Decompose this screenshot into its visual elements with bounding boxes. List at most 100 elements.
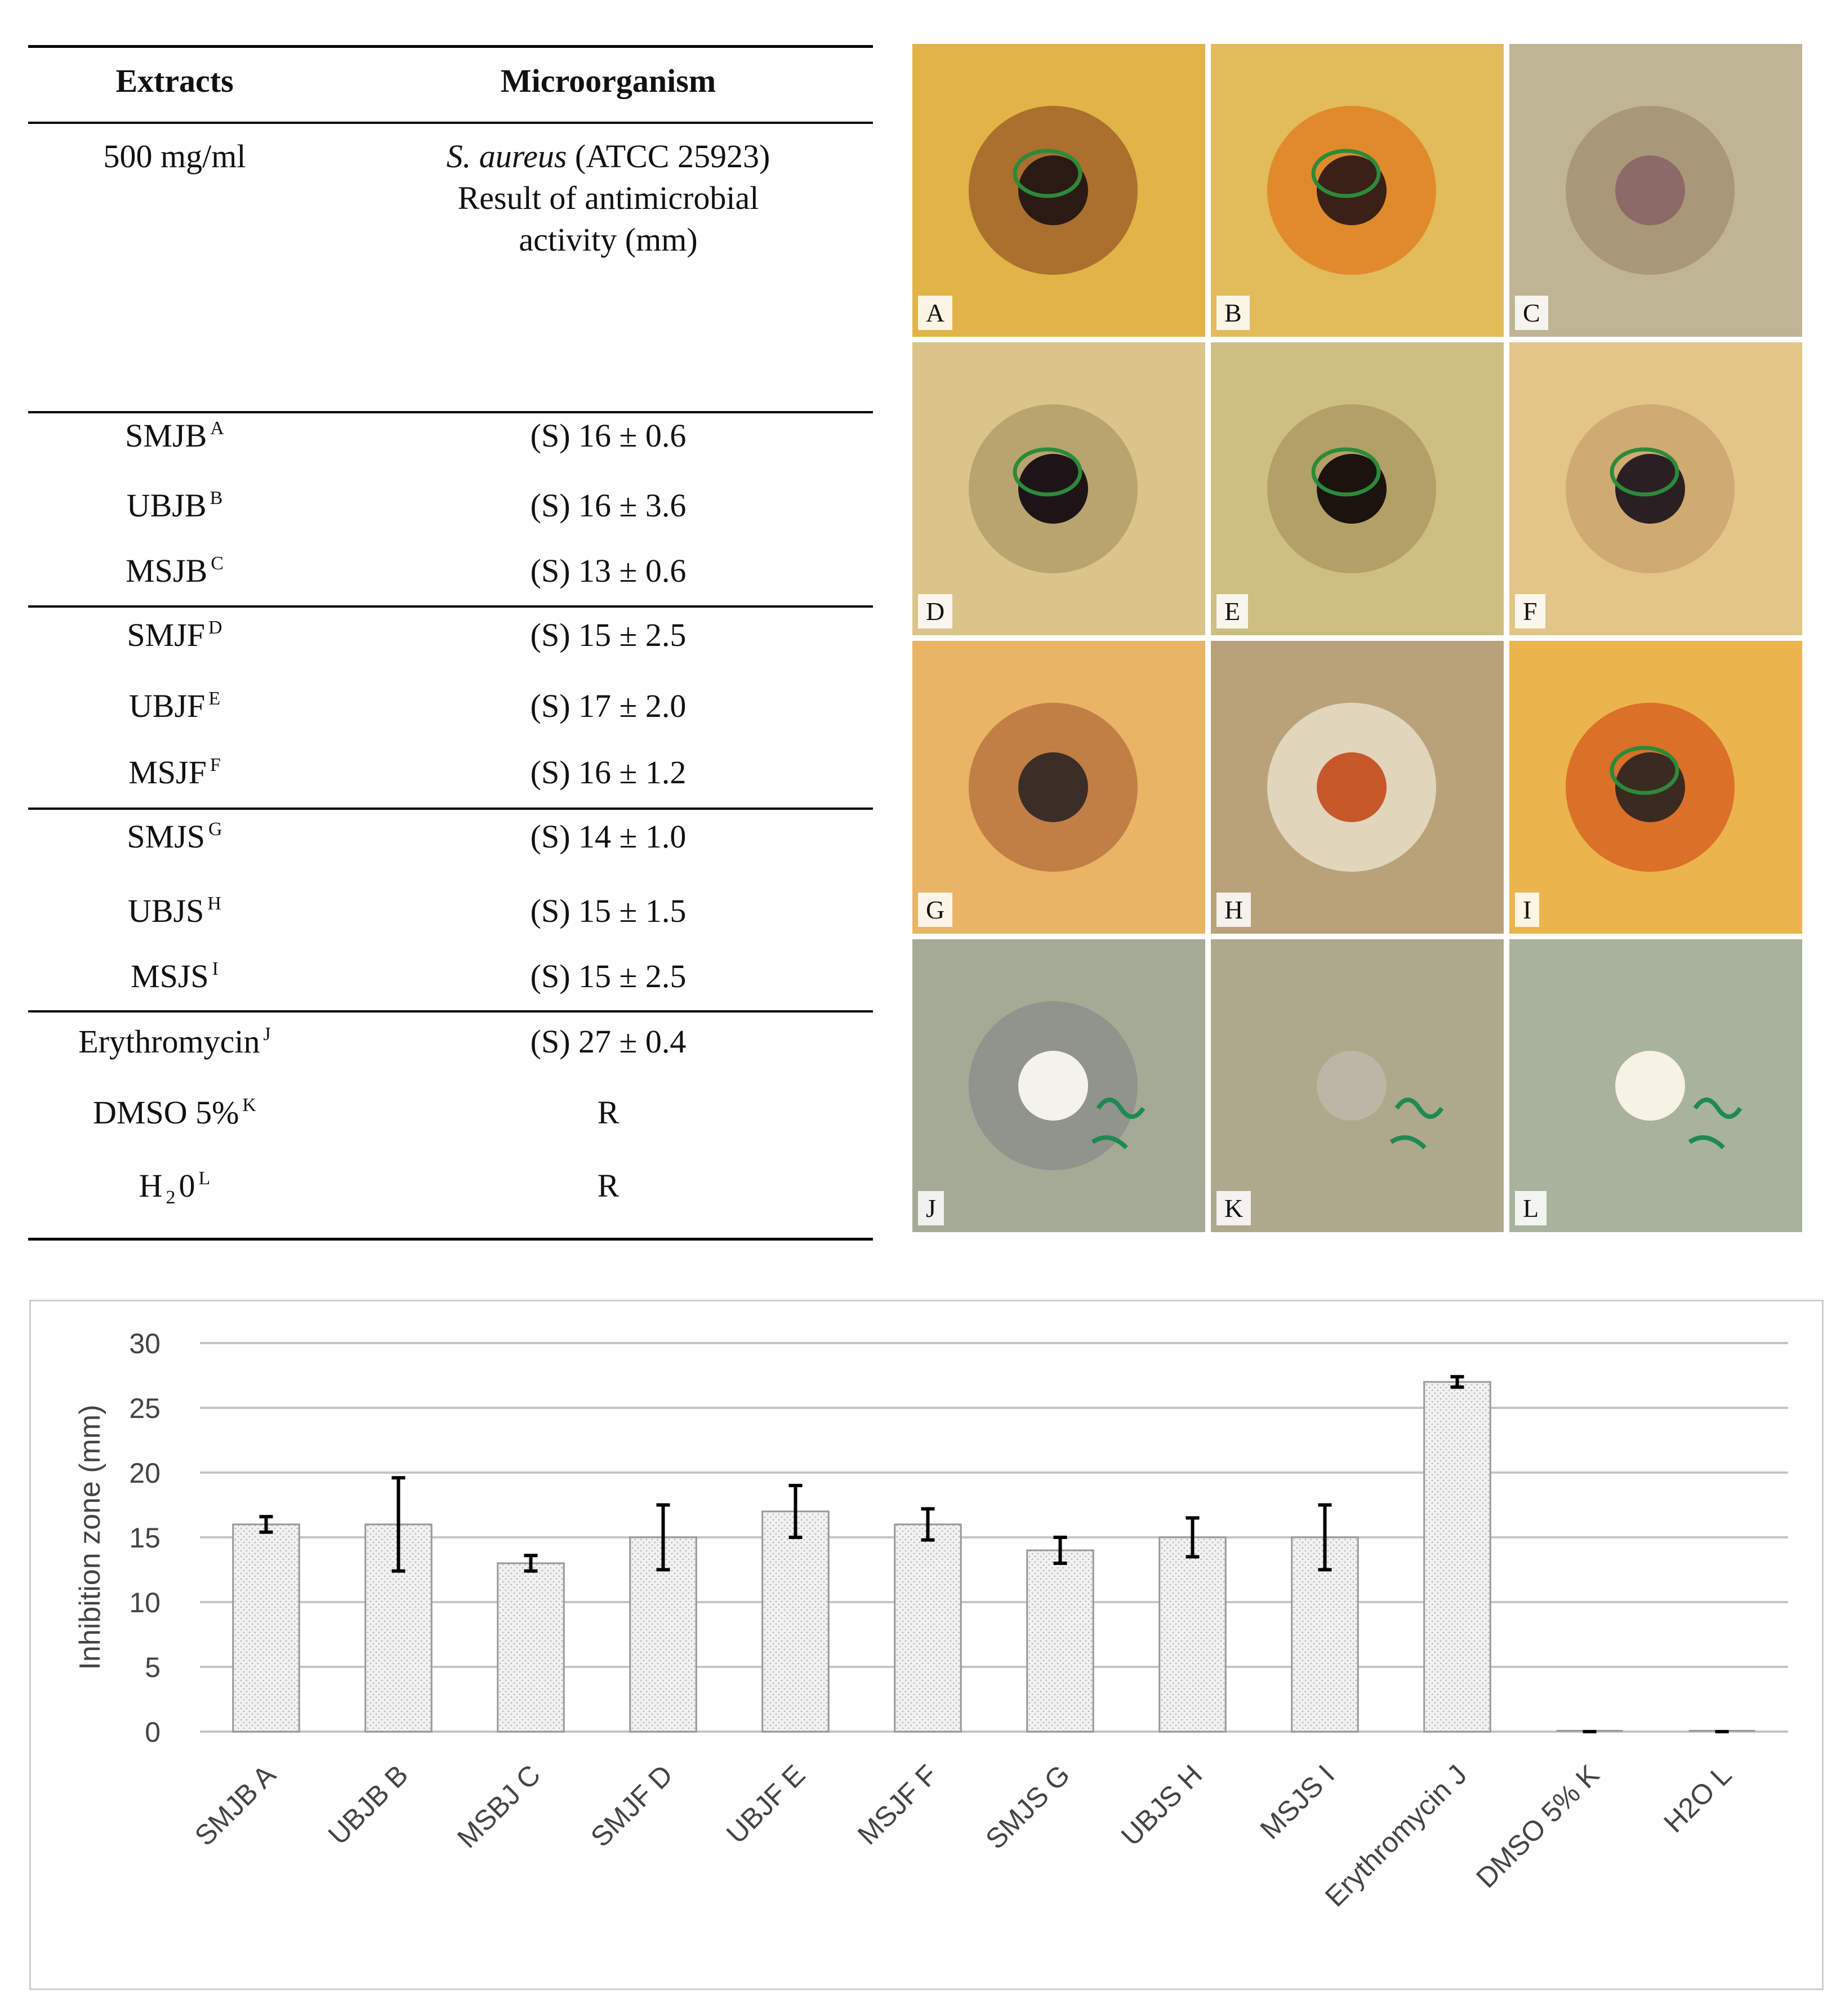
table-bottom-rule [28, 1238, 873, 1241]
plate-photo: C [1509, 44, 1802, 337]
plate-photo: H [1211, 641, 1504, 934]
well [1615, 454, 1685, 524]
x-tick-label: Erythromycin J [1319, 1759, 1473, 1912]
bar [1026, 1549, 1094, 1733]
plate-photo: I [1509, 641, 1802, 934]
row-name: UBJF E [128, 688, 221, 724]
row-result: R [597, 1094, 620, 1131]
result-heading-line1: Result of antimicrobial [457, 180, 759, 216]
table-top-rule [28, 45, 873, 48]
plate-label: B [1216, 296, 1250, 330]
header-extracts: Extracts [115, 63, 234, 99]
plate-image [1509, 342, 1802, 635]
plate-label: L [1515, 1191, 1547, 1225]
y-tick-label: 25 [129, 1393, 161, 1424]
plate-photo: J [912, 939, 1205, 1232]
header-microorganism: Microorganism [500, 63, 716, 99]
x-tick-label: UBJB B [322, 1759, 414, 1850]
row-name: MSJF F [128, 754, 221, 791]
plate-image [912, 44, 1205, 337]
plate-photo: G [912, 641, 1205, 934]
x-tick-label: MSJS I [1254, 1759, 1341, 1845]
x-tick-label: DMSO 5% K [1470, 1759, 1605, 1894]
well [1018, 155, 1088, 225]
row-name: SMJF D [127, 617, 222, 653]
plate-photo: D [912, 342, 1205, 635]
bar [894, 1523, 962, 1733]
row-result: (S) 15 ± 2.5 [530, 958, 687, 994]
concentration-label: 500 mg/ml [103, 138, 246, 175]
plate-label: E [1216, 594, 1249, 628]
y-tick-label: 30 [129, 1328, 161, 1359]
well [1615, 1051, 1685, 1121]
group-rule-2 [28, 605, 873, 608]
marker-swirl [1013, 447, 1082, 497]
plate-label: D [918, 594, 953, 628]
x-tick-label: SMJF D [585, 1759, 679, 1853]
inhibition-zone-chart: 0 5 10 15 20 25 30 Inhibition zone (mm) SMJB A UB… [29, 1300, 1824, 1990]
row-name: UBJS H [128, 893, 221, 929]
result-heading-line2: activity (mm) [519, 221, 698, 258]
plate-photo: A [912, 44, 1205, 337]
plate-photo: L [1509, 939, 1802, 1232]
plate-label: K [1216, 1191, 1251, 1225]
row-result: (S) 16 ± 3.6 [530, 487, 687, 524]
bar [1158, 1536, 1227, 1733]
row-result: (S) 15 ± 2.5 [530, 617, 687, 653]
header-bottom-rule [28, 122, 873, 124]
row-result: (S) 15 ± 1.5 [530, 893, 687, 929]
well [1615, 752, 1685, 822]
row-result: (S) 16 ± 0.6 [530, 417, 687, 454]
marker-scribble [1389, 1098, 1444, 1149]
chart-svg: 0 5 10 15 20 25 30 Inhibition zone (mm) SMJB A UB… [74, 1328, 1788, 1913]
row-name: Erythromycin J [78, 1023, 271, 1060]
plate-photo: F [1509, 342, 1802, 635]
row-name: UBJB B [126, 487, 223, 524]
x-tick-label: UBJS H [1115, 1759, 1208, 1852]
marker-swirl [1610, 447, 1679, 497]
x-tick-label: UBJF E [720, 1759, 811, 1849]
plate-photo: B [1211, 44, 1504, 337]
plate-image [1211, 939, 1504, 1232]
row-result: (S) 13 ± 0.6 [530, 552, 687, 589]
bar [1423, 1381, 1491, 1733]
group-rule-3 [28, 808, 873, 810]
x-tick-label: H2O L [1657, 1759, 1737, 1839]
bar [497, 1562, 565, 1733]
plate-label: F [1515, 594, 1545, 628]
row-name: DMSO 5% K [93, 1094, 256, 1131]
marker-swirl [1013, 149, 1082, 198]
y-tick-label: 10 [129, 1587, 161, 1618]
plate-image [912, 342, 1205, 635]
well [1018, 752, 1088, 822]
y-axis-label: Inhibition zone (mm) [74, 1404, 106, 1670]
marker-scribble [1688, 1098, 1742, 1149]
well [1317, 1051, 1387, 1121]
marker-swirl [1311, 149, 1381, 198]
plate-label: G [918, 893, 953, 927]
well [1018, 1051, 1088, 1121]
organism-strain: (ATCC 25923) [574, 138, 770, 175]
row-name: MSJB C [126, 552, 224, 589]
bar [232, 1523, 300, 1733]
row-result: (S) 27 ± 0.4 [530, 1023, 687, 1060]
well [1615, 155, 1685, 225]
plate-photo: K [1211, 939, 1504, 1232]
well [1018, 454, 1088, 524]
marker-scribble [1091, 1098, 1146, 1149]
group-rule-1 [28, 411, 873, 413]
marker-swirl [1610, 746, 1679, 795]
plate-label: I [1515, 893, 1540, 927]
y-tick-label: 5 [145, 1652, 161, 1683]
plate-image [912, 939, 1205, 1232]
organism-line: S. aureus (ATCC 25923) [344, 136, 873, 177]
row-result: (S) 16 ± 1.2 [530, 754, 687, 791]
plate-label: J [918, 1191, 944, 1225]
organism-name: S. aureus [446, 138, 567, 175]
row-name: SMJS G [127, 818, 222, 855]
group-rule-4 [28, 1010, 873, 1013]
row-result: R [597, 1167, 620, 1204]
plate-label: A [918, 296, 953, 330]
plate-image [912, 641, 1205, 934]
